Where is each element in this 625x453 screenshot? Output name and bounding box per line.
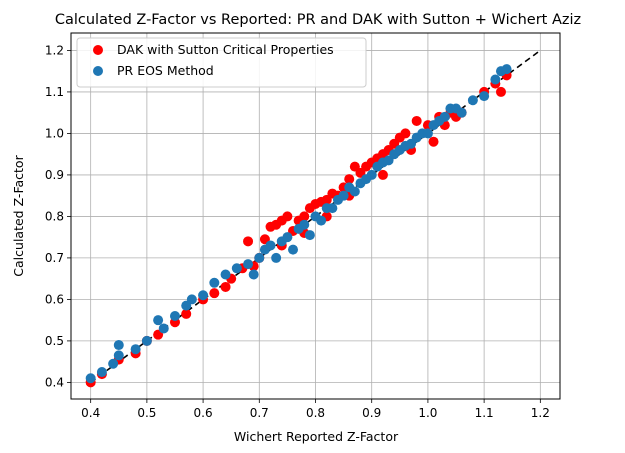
y-tick-label: 0.5 xyxy=(45,334,64,348)
points-layer xyxy=(85,64,512,388)
pr-point xyxy=(265,240,276,251)
x-tick-label: 1.0 xyxy=(418,406,437,420)
x-tick-label: 0.5 xyxy=(137,406,156,420)
legend-marker-pr xyxy=(93,66,103,76)
pr-point xyxy=(366,169,377,180)
x-tick-label: 0.7 xyxy=(250,406,269,420)
pr-point xyxy=(113,350,124,361)
y-tick-label: 1.1 xyxy=(45,85,64,99)
pr-point xyxy=(456,107,467,118)
dak-point xyxy=(428,136,439,147)
pr-point xyxy=(422,128,433,139)
pr-point xyxy=(288,244,299,255)
pr-point xyxy=(467,95,478,106)
pr-point xyxy=(220,269,231,280)
pr-point xyxy=(349,186,360,197)
dak-point xyxy=(299,211,310,222)
pr-point xyxy=(130,344,141,355)
ticks-layer: 0.4 0.5 0.6 0.7 0.8 0.9 1.0 1.1 1.2 0.4 0.5 0.6 0.7 0… xyxy=(45,43,550,420)
x-tick-label: 0.8 xyxy=(306,406,325,420)
pr-point xyxy=(85,373,96,384)
x-axis-label: Wichert Reported Z-Factor xyxy=(234,429,399,444)
pr-point xyxy=(338,190,349,201)
pr-point xyxy=(479,91,490,102)
pr-point xyxy=(141,335,152,346)
dak-point xyxy=(400,128,411,139)
y-tick-label: 0.6 xyxy=(45,292,64,306)
dak-point xyxy=(411,115,422,126)
pr-point xyxy=(186,294,197,305)
pr-point xyxy=(158,323,169,334)
pr-point xyxy=(304,230,315,241)
pr-point xyxy=(248,269,259,280)
pr-point xyxy=(254,252,265,263)
pr-point xyxy=(169,311,180,322)
y-tick-label: 0.9 xyxy=(45,168,64,182)
x-tick-label: 0.6 xyxy=(194,406,213,420)
y-tick-label: 0.8 xyxy=(45,209,64,223)
dak-point xyxy=(220,281,231,292)
pr-point xyxy=(198,290,209,301)
pr-point xyxy=(96,367,107,378)
y-tick-label: 1.2 xyxy=(45,43,64,57)
pr-point xyxy=(209,277,220,288)
x-tick-label: 1.2 xyxy=(531,406,550,420)
dak-point xyxy=(282,211,293,222)
chart-title: Calculated Z-Factor vs Reported: PR and … xyxy=(55,12,581,28)
dak-point xyxy=(377,169,388,180)
legend-box xyxy=(76,37,367,88)
legend-label-pr: PR EOS Method xyxy=(117,63,214,78)
dak-point xyxy=(209,288,220,299)
dak-point xyxy=(243,236,254,247)
x-tick-label: 0.9 xyxy=(362,406,381,420)
pr-point xyxy=(153,315,164,326)
pr-point xyxy=(501,64,512,75)
pr-point xyxy=(243,259,254,270)
x-tick-label: 1.1 xyxy=(475,406,494,420)
y-tick-label: 0.7 xyxy=(45,251,64,265)
pr-point xyxy=(271,252,282,263)
y-tick-label: 1.0 xyxy=(45,126,64,140)
x-tick-label: 0.4 xyxy=(81,406,100,420)
legend-label-dak: DAK with Sutton Critical Properties xyxy=(117,42,334,57)
pr-point xyxy=(439,111,450,122)
pr-point xyxy=(231,263,242,274)
legend: DAK with Sutton Critical Properties PR E… xyxy=(76,37,367,88)
y-axis-label: Calculated Z-Factor xyxy=(11,154,26,276)
dak-point xyxy=(495,86,506,97)
dak-point xyxy=(181,308,192,319)
dak-point xyxy=(344,174,355,185)
y-tick-label: 0.4 xyxy=(45,375,64,389)
pr-point xyxy=(316,215,327,226)
pr-point xyxy=(282,232,293,243)
pr-point xyxy=(490,74,501,85)
pr-point xyxy=(299,219,310,230)
pr-point xyxy=(113,340,124,351)
pr-point xyxy=(327,203,338,214)
pr-point xyxy=(108,358,119,369)
legend-marker-dak xyxy=(93,45,103,55)
